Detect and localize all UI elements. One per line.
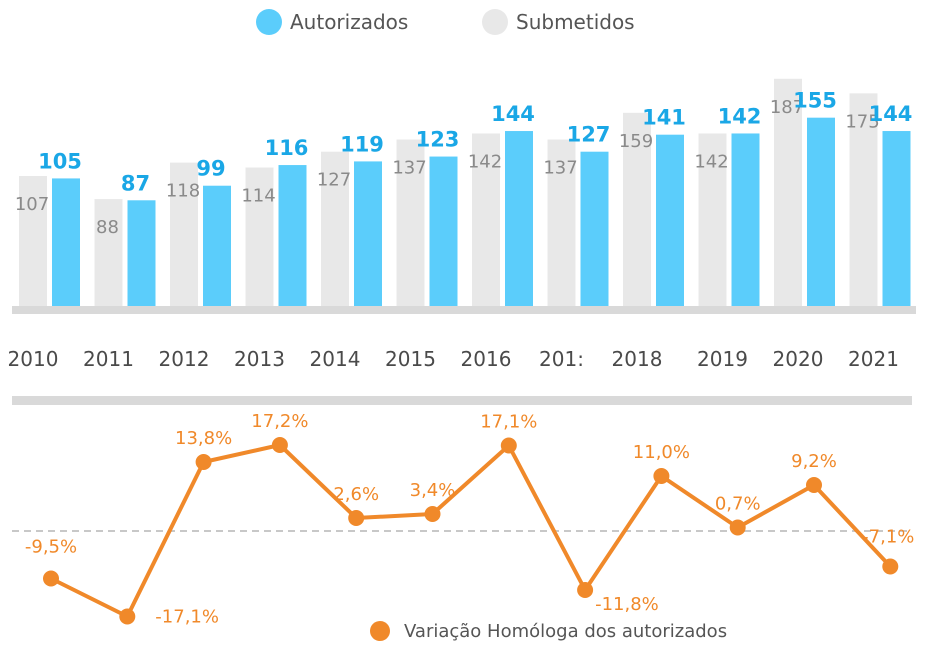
legend-top: Autorizados Submetidos (256, 9, 635, 35)
data-label-autorizados-2021: 144 (869, 102, 913, 126)
point-variacao-2017 (577, 582, 594, 598)
legend-swatch-variacao (370, 621, 390, 641)
bar-submetidos-2013 (245, 167, 274, 306)
x-tick-label-2017: 201: (539, 347, 584, 371)
x-tick-label-2010: 2010 (8, 347, 59, 371)
data-label-submetidos-2021: 175 (845, 111, 879, 132)
data-label-autorizados-2020: 155 (793, 89, 837, 113)
data-label-submetidos-2012: 118 (166, 181, 200, 202)
x-tick-label-2011: 2011 (83, 347, 134, 371)
bar-autorizados-2014 (354, 161, 382, 306)
legend-label-variacao: Variação Homóloga dos autorizados (404, 621, 727, 642)
data-label-variacao-2010: -9,5% (25, 537, 77, 558)
bar-autorizados-2017 (580, 151, 609, 306)
data-label-variacao-2017: -11,8% (595, 594, 659, 615)
data-label-variacao-2016: 17,1% (480, 412, 537, 433)
point-variacao-2013 (271, 437, 288, 453)
data-label-submetidos-2013: 114 (241, 185, 275, 206)
bar-submetidos-2019 (698, 133, 727, 306)
point-variacao-2011 (119, 608, 136, 625)
data-label-submetidos-2020: 187 (770, 97, 804, 118)
bar-autorizados-2012 (203, 185, 231, 306)
section-separator (12, 396, 912, 405)
bar-submetidos-2018 (623, 112, 651, 306)
bar-submetidos-2011 (94, 199, 123, 306)
data-label-autorizados-2018: 141 (642, 106, 686, 130)
data-label-autorizados-2016: 144 (491, 102, 535, 126)
bar-submetidos-2017 (547, 139, 576, 306)
data-label-submetidos-2014: 127 (317, 170, 351, 191)
x-tick-label-2021: 2021 (848, 347, 899, 371)
x-tick-label-2014: 2014 (310, 347, 361, 371)
x-tick-label-2016: 2016 (461, 347, 512, 371)
bar-submetidos-2012 (170, 162, 198, 306)
bar-autorizados-2016 (505, 131, 533, 306)
x-tick-label-2019: 2019 (697, 347, 748, 371)
x-tick-label-2012: 2012 (159, 347, 210, 371)
point-variacao-2020 (806, 477, 822, 493)
line-chart: -9,5% -17,1% 13,8% 17,2% 2,6% 3,4% 17,1% -11,8%… (12, 411, 914, 628)
data-label-variacao-2013: 17,2% (251, 411, 308, 432)
point-variacao-2016 (500, 437, 517, 454)
point-variacao-2015 (424, 506, 441, 522)
data-label-autorizados-2017: 127 (567, 123, 611, 147)
bar-baseline (12, 306, 916, 314)
data-label-variacao-2021: -7,1% (862, 527, 914, 548)
legend-label-autorizados: Autorizados (290, 10, 408, 34)
bar-submetidos-2016 (472, 133, 500, 306)
bar-submetidos-2015 (396, 139, 425, 306)
bar-autorizados-2019 (731, 133, 760, 306)
point-variacao-2019 (729, 519, 746, 536)
bar-submetidos-2014 (321, 151, 349, 306)
data-label-submetidos-2016: 142 (468, 151, 502, 172)
bar-autorizados-2011 (127, 200, 156, 306)
data-label-variacao-2020: 9,2% (791, 451, 837, 472)
legend-bottom: Variação Homóloga dos autorizados (370, 621, 727, 642)
x-tick-label-2015: 2015 (385, 347, 436, 371)
data-label-submetidos-2018: 159 (619, 131, 653, 152)
data-label-submetidos-2010: 107 (15, 194, 49, 215)
data-label-autorizados-2010: 105 (38, 149, 82, 173)
bar-submetidos-2010 (19, 175, 47, 306)
legend-swatch-autorizados (256, 9, 282, 35)
data-label-variacao-2012: 13,8% (175, 428, 232, 449)
data-label-variacao-2011: -17,1% (155, 607, 219, 628)
bar-autorizados-2020 (807, 117, 835, 306)
data-label-autorizados-2012: 99 (196, 157, 225, 181)
bar-autorizados-2013 (278, 165, 307, 306)
data-label-variacao-2019: 0,7% (715, 494, 761, 515)
legend-label-submetidos: Submetidos (516, 10, 635, 34)
data-label-submetidos-2015: 137 (392, 158, 426, 179)
bar-autorizados-2018 (656, 134, 684, 306)
data-label-autorizados-2019: 142 (718, 104, 762, 128)
point-variacao-2014 (348, 510, 365, 526)
x-tick-label-2018: 2018 (612, 347, 663, 371)
point-variacao-2018 (653, 468, 670, 484)
x-tick-label-2020: 2020 (773, 347, 824, 371)
bar-autorizados-2010 (52, 178, 80, 306)
series-line-variacao (50, 443, 892, 619)
data-label-variacao-2015: 3,4% (410, 480, 456, 501)
point-variacao-2010 (43, 570, 59, 587)
data-label-submetidos-2019: 142 (694, 151, 728, 172)
data-label-variacao-2018: 11,0% (633, 442, 690, 463)
data-label-autorizados-2015: 123 (416, 128, 460, 152)
bar-submetidos-2020 (774, 78, 802, 306)
data-label-autorizados-2014: 119 (340, 132, 384, 156)
data-label-autorizados-2013: 116 (265, 136, 309, 160)
bar-autorizados-2021 (882, 131, 911, 306)
data-label-submetidos-2017: 137 (543, 158, 577, 179)
data-label-submetidos-2011: 88 (96, 217, 119, 238)
bar-submetidos-2021 (849, 93, 878, 306)
point-variacao-2021 (882, 558, 899, 575)
bar-autorizados-2015 (429, 156, 458, 306)
x-tick-label-2013: 2013 (234, 347, 285, 371)
data-label-autorizados-2011: 87 (121, 171, 150, 195)
data-label-variacao-2014: 2,6% (333, 484, 379, 505)
legend-swatch-submetidos (482, 9, 508, 35)
point-variacao-2012 (195, 454, 212, 470)
